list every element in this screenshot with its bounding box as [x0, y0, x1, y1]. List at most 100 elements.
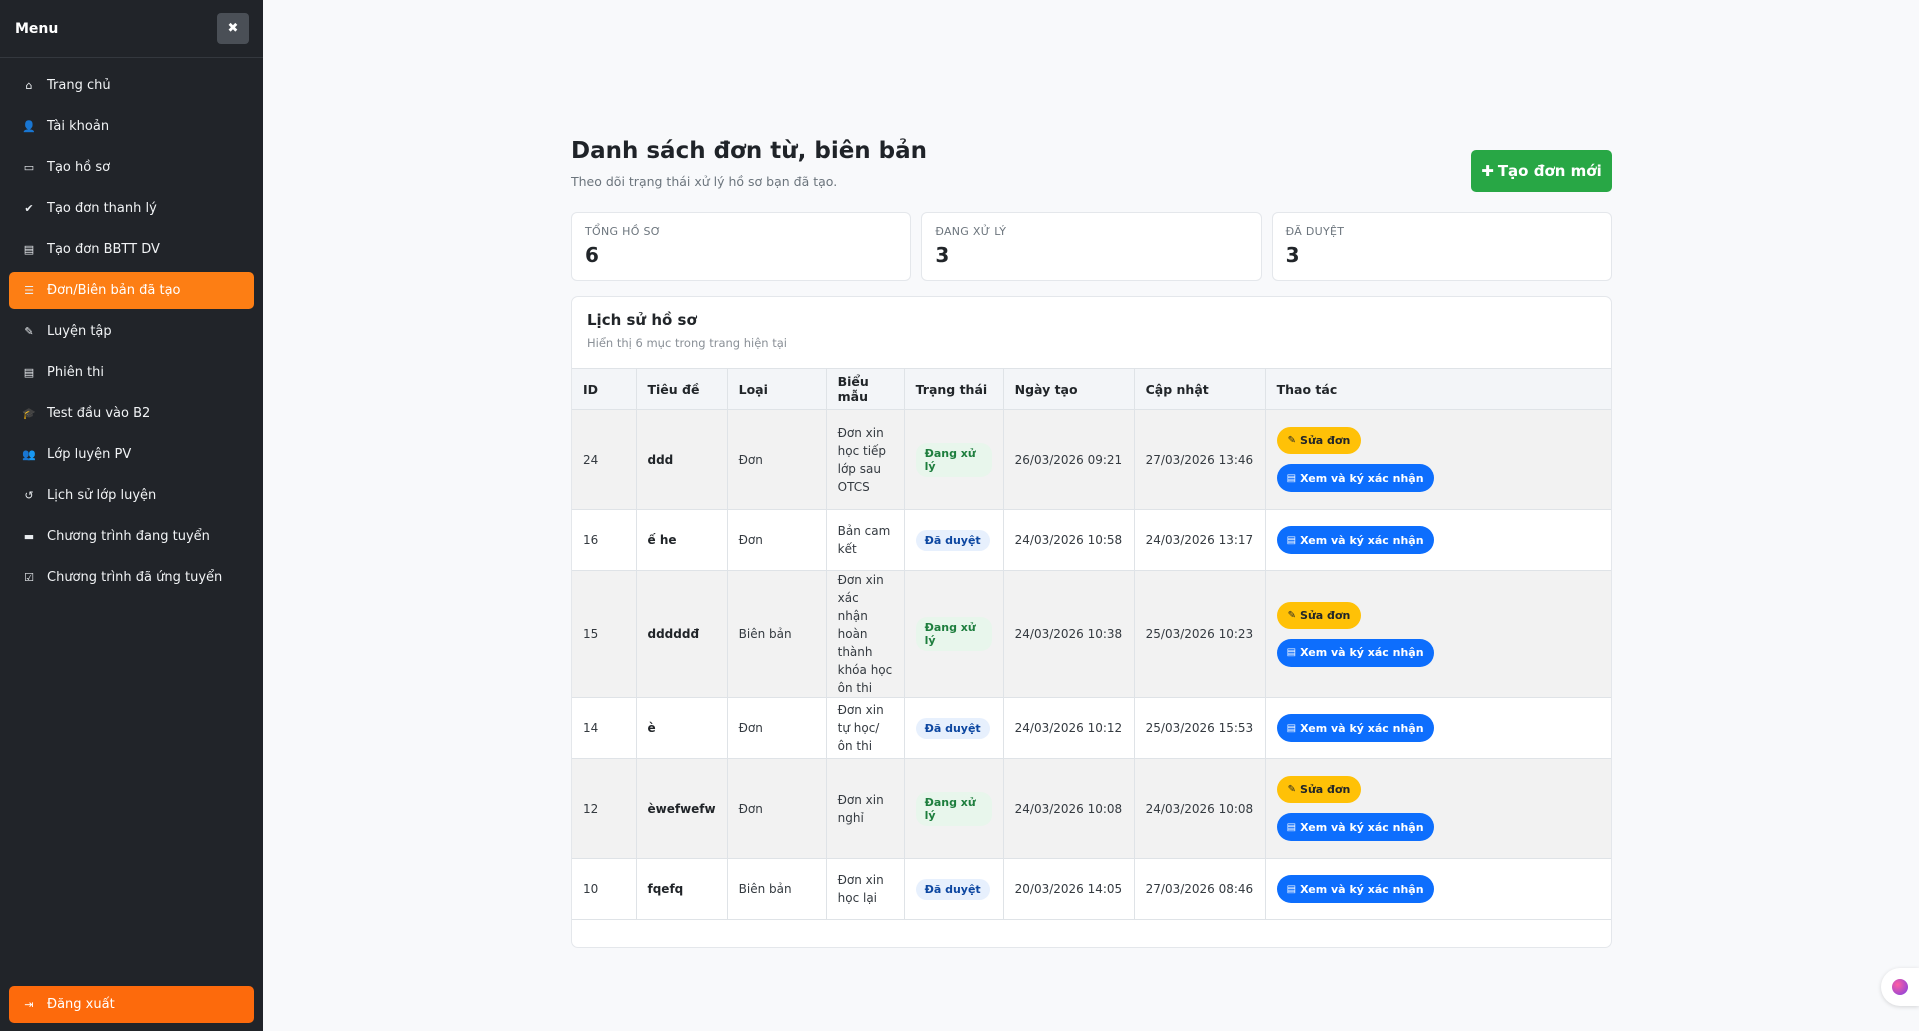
sidebar-item-icon: ▤: [23, 366, 35, 379]
sidebar-item-label: Trang chủ: [47, 78, 111, 93]
logout-icon: ⇥: [24, 998, 34, 1011]
sidebar-item[interactable]: ▤ Phiên thi: [9, 354, 254, 391]
edit-label: Sửa đơn: [1300, 434, 1351, 447]
document-icon: ▤: [1286, 647, 1297, 658]
card-footer: [572, 920, 1611, 947]
cell-title: ế he: [636, 509, 728, 571]
stat-label: TỔNG HỒ SƠ: [585, 225, 662, 238]
main-area: Danh sách đơn từ, biên bản Theo dõi trạn…: [263, 0, 1919, 1031]
cell-actions: ▤ Xem và ký xác nhận: [1265, 697, 1611, 759]
view-sign-button[interactable]: ▤ Xem và ký xác nhận: [1276, 526, 1434, 554]
cell-created: 24/03/2026 10:38: [1003, 570, 1135, 698]
sidebar: Menu ✖ ⌂ Trang chủ 👤 Tài khoản ▭ Tạo hồ sơ ✔ Tạ…: [0, 0, 263, 1031]
sidebar-item[interactable]: ✔ Tạo đơn thanh lý: [9, 190, 254, 227]
cell-actions: ✎ Sửa đơn ▤ Xem và ký xác nhận: [1265, 409, 1611, 510]
sidebar-title: Menu: [15, 20, 59, 37]
cell-status: Đã duyệt: [904, 509, 1004, 571]
sidebar-item[interactable]: 👤 Tài khoản: [9, 108, 254, 145]
cell-type: Đơn: [727, 509, 827, 571]
cell-template: Đơn xin học lại: [826, 858, 905, 920]
view-sign-button[interactable]: ▤ Xem và ký xác nhận: [1276, 813, 1434, 841]
edit-label: Sửa đơn: [1300, 783, 1351, 796]
sidebar-item-label: Tạo đơn BBTT DV: [47, 242, 160, 257]
cell-type: Đơn: [727, 758, 827, 859]
sidebar-nav: ⌂ Trang chủ 👤 Tài khoản ▭ Tạo hồ sơ ✔ Tạo đơn t…: [0, 58, 263, 596]
status-badge: Đã duyệt: [915, 529, 990, 551]
edit-button[interactable]: ✎ Sửa đơn: [1276, 427, 1362, 454]
column-header: Trạng thái: [904, 368, 1004, 410]
cell-status: Đang xử lý: [904, 758, 1004, 859]
table-row: 16 ế he Đơn Bản cam kết Đã duyệt 24/03/2026 1…: [572, 509, 1611, 571]
sidebar-item[interactable]: ▬ Chương trình đang tuyển: [9, 518, 254, 555]
row-actions: ✎ Sửa đơn ▤ Xem và ký xác nhận: [1276, 601, 1600, 667]
close-icon[interactable]: ✖: [217, 13, 249, 44]
sidebar-item-icon: ▭: [23, 161, 35, 174]
column-header: ID: [572, 368, 637, 410]
table-row: 24 ddd Đơn Đơn xin học tiếp lớp sau OTCS Đan…: [572, 409, 1611, 510]
sidebar-item-icon: ✔: [24, 202, 34, 215]
cell-updated: 25/03/2026 15:53: [1134, 697, 1266, 759]
sidebar-item[interactable]: ☰ Đơn/Biên bản đã tạo: [9, 272, 254, 309]
column-header: Ngày tạo: [1003, 368, 1135, 410]
stats-row: TỔNG HỒ SƠ 6 ĐANG XỬ LÝ 3 ĐÃ DUYỆT 3: [571, 212, 1612, 281]
view-sign-button[interactable]: ▤ Xem và ký xác nhận: [1276, 875, 1434, 903]
cell-id: 14: [572, 697, 637, 759]
sidebar-item[interactable]: ▭ Tạo hồ sơ: [9, 149, 254, 186]
view-sign-button[interactable]: ▤ Xem và ký xác nhận: [1276, 714, 1434, 742]
cell-created: 20/03/2026 14:05: [1003, 858, 1135, 920]
cell-title: è: [636, 697, 728, 759]
logout-button[interactable]: ⇥ Đăng xuất: [9, 986, 254, 1023]
cell-created: 24/03/2026 10:08: [1003, 758, 1135, 859]
stat-value: 3: [1285, 243, 1300, 267]
cell-created: 24/03/2026 10:12: [1003, 697, 1135, 759]
cell-updated: 27/03/2026 08:46: [1134, 858, 1266, 920]
sidebar-item-label: Tạo đơn thanh lý: [47, 201, 157, 216]
cell-updated: 27/03/2026 13:46: [1134, 409, 1266, 510]
stat-label: ĐÃ DUYỆT: [1285, 225, 1345, 238]
cell-status: Đã duyệt: [904, 697, 1004, 759]
cell-title: dddddđ: [636, 570, 728, 698]
cell-id: 12: [572, 758, 637, 859]
view-sign-label: Xem và ký xác nhận: [1300, 471, 1424, 485]
cell-updated: 25/03/2026 10:23: [1134, 570, 1266, 698]
stat-card-processing: ĐANG XỬ LÝ 3: [921, 212, 1262, 281]
sidebar-item-icon: ▬: [23, 530, 35, 543]
sidebar-item[interactable]: ▤ Tạo đơn BBTT DV: [9, 231, 254, 268]
assistant-brain-icon: [1892, 979, 1908, 995]
pencil-icon: ✎: [1287, 784, 1297, 795]
status-badge: Đang xử lý: [915, 617, 992, 651]
row-actions: ✎ Sửa đơn ▤ Xem và ký xác nhận: [1276, 427, 1600, 492]
sidebar-item[interactable]: ✎ Luyện tập: [9, 313, 254, 350]
view-sign-button[interactable]: ▤ Xem và ký xác nhận: [1276, 464, 1434, 492]
history-card-header: Lịch sử hồ sơ Hiển thị 6 mục trong trang…: [572, 297, 1611, 368]
sidebar-item[interactable]: ☑ Chương trình đã ứng tuyển: [9, 559, 254, 596]
history-card: Lịch sử hồ sơ Hiển thị 6 mục trong trang…: [571, 296, 1612, 948]
cell-status: Đã duyệt: [904, 858, 1004, 920]
sidebar-item-icon: ↺: [24, 489, 34, 502]
document-icon: ▤: [1286, 883, 1297, 895]
cell-actions: ✎ Sửa đơn ▤ Xem và ký xác nhận: [1265, 758, 1611, 859]
cell-type: Đơn: [727, 697, 827, 759]
sidebar-item-icon: ✎: [24, 325, 34, 338]
sidebar-header: Menu ✖: [0, 0, 263, 58]
create-new-button[interactable]: ✚ Tạo đơn mới: [1471, 150, 1612, 192]
view-sign-button[interactable]: ▤ Xem và ký xác nhận: [1276, 638, 1434, 667]
edit-label: Sửa đơn: [1300, 608, 1351, 622]
edit-button[interactable]: ✎ Sửa đơn: [1276, 776, 1362, 803]
column-header: Tiêu đề: [636, 368, 728, 410]
stat-value: 6: [585, 243, 599, 267]
stat-label: ĐANG XỬ LÝ: [935, 225, 1007, 238]
assistant-float-button[interactable]: [1881, 968, 1919, 1006]
cell-type: Biên bản: [727, 858, 827, 920]
sidebar-item[interactable]: 👥 Lớp luyện PV: [9, 436, 254, 473]
row-actions: ▤ Xem và ký xác nhận: [1276, 526, 1600, 554]
sidebar-item[interactable]: ⌂ Trang chủ: [9, 67, 254, 104]
table-row: 12 èwefwefw Đơn Đơn xin nghỉ Đang xử lý 24/03…: [572, 758, 1611, 859]
edit-button[interactable]: ✎ Sửa đơn: [1276, 601, 1362, 629]
sidebar-item[interactable]: ↺ Lịch sử lớp luyện: [9, 477, 254, 514]
status-badge: Đang xử lý: [915, 442, 992, 477]
cell-template: Đơn xin tự học/ ôn thi: [826, 697, 905, 759]
column-header: Cập nhật: [1134, 368, 1266, 410]
cell-title: ddd: [636, 409, 728, 510]
sidebar-item[interactable]: 🎓 Test đầu vào B2: [9, 395, 254, 432]
